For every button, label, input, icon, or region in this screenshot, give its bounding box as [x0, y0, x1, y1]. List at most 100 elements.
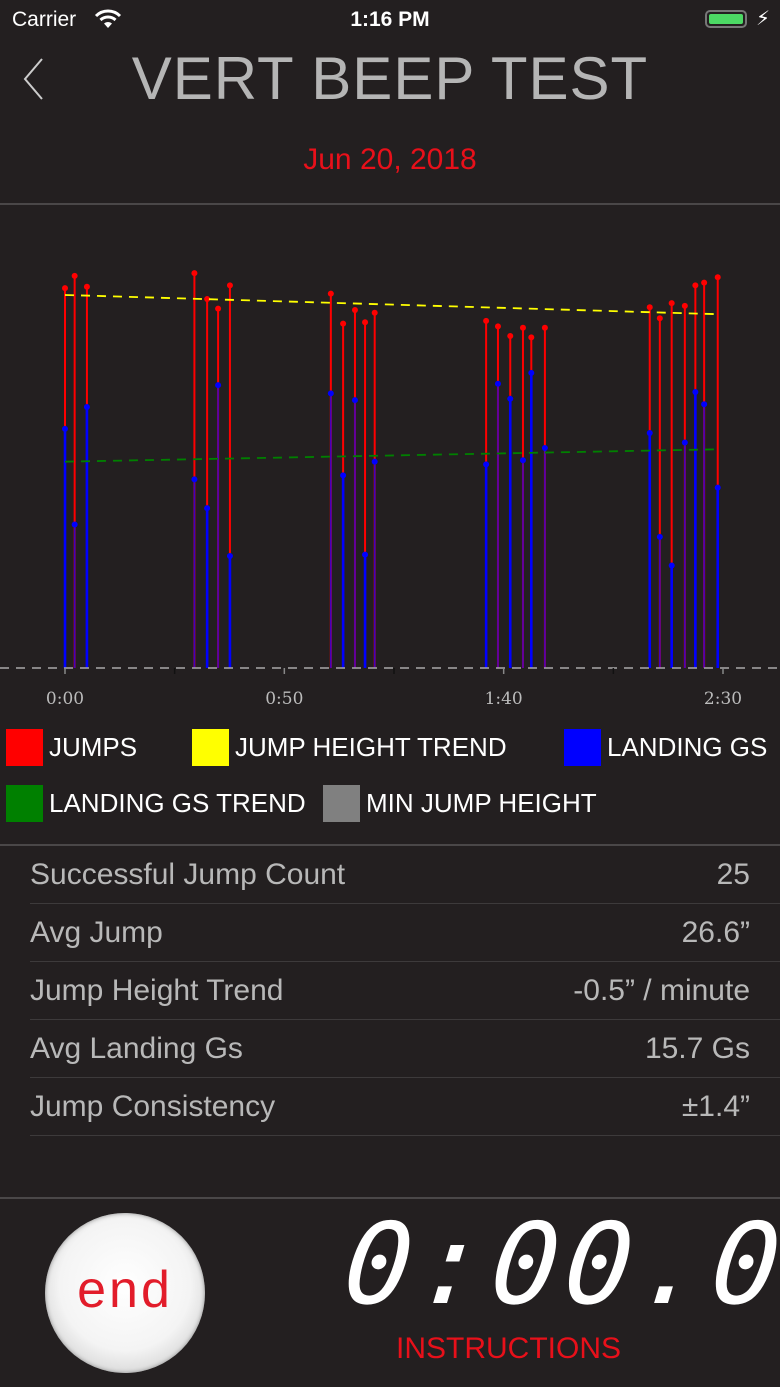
landing-gs-point: [191, 476, 198, 483]
stat-row-avg-landing-gs: Avg Landing Gs 15.7 Gs: [30, 1020, 780, 1078]
landing-gs-point: [692, 388, 699, 395]
end-button[interactable]: end: [45, 1213, 205, 1373]
divider: [0, 203, 780, 205]
stat-label: Successful Jump Count: [30, 858, 346, 891]
x-tick-label: 2:30: [704, 689, 742, 709]
chevron-left-icon[interactable]: [22, 56, 52, 102]
session-date: Jun 20, 2018: [303, 143, 477, 176]
stat-value: 26.6”: [681, 916, 750, 949]
legend-swatch-red: [6, 728, 43, 766]
landing-gs-point: [656, 533, 663, 540]
status-time: 1:16 PM: [350, 8, 430, 31]
stat-row-jump-consistency: Jump Consistency ±1.4”: [30, 1078, 780, 1136]
landing-gs-point: [226, 552, 233, 559]
landing-gs-point: [507, 395, 514, 402]
landing-gs-point: [62, 425, 68, 432]
legend-label: LANDING GS TREND: [49, 787, 306, 818]
instructions-link[interactable]: INSTRUCTIONS: [396, 1332, 621, 1365]
jump-point: [204, 296, 211, 303]
jump-point: [83, 283, 90, 290]
divider: [0, 1197, 780, 1199]
jump-point: [519, 324, 526, 331]
jump-point: [226, 282, 233, 289]
jump-height-trend-line: [64, 294, 715, 315]
jump-point: [351, 306, 358, 313]
landing-gs-point: [714, 484, 721, 491]
stat-row-jump-height-trend: Jump Height Trend -0.5” / minute: [30, 962, 780, 1020]
carrier-label: Carrier: [12, 8, 77, 31]
landing-gs-point: [668, 562, 675, 569]
jump-point: [714, 274, 721, 281]
jump-point: [681, 302, 688, 309]
x-tick-label: 0:50: [265, 689, 303, 709]
legend-swatch-green: [6, 784, 43, 822]
jump-point: [668, 300, 675, 307]
stat-value: 25: [716, 858, 750, 891]
jump-point: [62, 285, 68, 292]
landing-gs-point: [362, 551, 369, 558]
stat-row-jump-count: Successful Jump Count 25: [30, 846, 780, 904]
x-tick-label: 0:00: [46, 689, 84, 709]
jump-point: [692, 282, 699, 289]
jump-point: [507, 332, 514, 339]
landing-gs-point: [204, 505, 211, 512]
status-bar: Carrier 1:16 PM ⚡︎: [0, 0, 780, 40]
legend-label: LANDING GS: [607, 731, 768, 762]
legend-jump-height-trend: JUMP HEIGHT TREND: [192, 728, 507, 766]
timer-display: 0:00.0: [338, 1200, 780, 1330]
stat-label: Jump Consistency: [30, 1090, 276, 1123]
jump-point: [327, 290, 334, 297]
landing-gs-point: [646, 429, 653, 436]
jump-point: [483, 317, 490, 324]
jump-chart: 0:00 0:50 1:40 2:30: [0, 270, 780, 709]
legend-landing-gs: LANDING GS: [564, 728, 767, 766]
legend-label: JUMPS: [49, 731, 138, 762]
jump-point: [371, 309, 378, 316]
jump-point: [191, 270, 198, 277]
divider: [0, 844, 780, 846]
jump-point: [340, 320, 347, 327]
jump-point: [71, 272, 78, 279]
jump-point: [494, 323, 501, 330]
charging-bolt-icon: ⚡︎: [756, 8, 771, 30]
jump-point: [656, 315, 663, 322]
stat-label: Jump Height Trend: [30, 974, 284, 1007]
landing-gs-point: [371, 458, 378, 465]
legend-label: JUMP HEIGHT TREND: [235, 731, 507, 762]
landing-gs-point: [519, 457, 526, 464]
landing-gs-point: [541, 445, 548, 452]
battery-icon: [705, 10, 747, 28]
legend-swatch-blue: [564, 728, 601, 766]
landing-gs-trend-line: [64, 448, 715, 463]
jump-point: [215, 305, 222, 312]
page-title: VERT BEEP TEST: [131, 45, 649, 112]
landing-gs-point: [327, 390, 334, 397]
legend-swatch-gray: [323, 784, 360, 822]
landing-gs-point: [681, 439, 688, 446]
stat-value: 15.7 Gs: [644, 1032, 750, 1065]
landing-gs-point: [71, 521, 78, 528]
legend-landing-gs-trend: LANDING GS TREND: [6, 784, 306, 822]
legend-swatch-yellow: [192, 728, 229, 766]
landing-gs-point: [701, 401, 708, 408]
stat-value: ±1.4”: [681, 1090, 750, 1123]
stat-label: Avg Landing Gs: [30, 1032, 243, 1065]
landing-gs-point: [351, 397, 358, 404]
legend-jumps: JUMPS: [6, 728, 137, 766]
landing-gs-point: [494, 380, 501, 387]
landing-gs-point: [215, 382, 222, 389]
legend-label: MIN JUMP HEIGHT: [366, 787, 597, 818]
end-button-label: end: [77, 1261, 173, 1319]
jump-point: [701, 279, 708, 286]
legend-min-jump-height: MIN JUMP HEIGHT: [323, 784, 597, 822]
stat-row-avg-jump: Avg Jump 26.6”: [30, 904, 780, 962]
landing-gs-point: [340, 472, 347, 479]
wifi-icon: [94, 9, 122, 28]
landing-gs-point: [528, 369, 535, 376]
landing-gs-point: [83, 404, 90, 411]
landing-gs-point: [483, 461, 490, 468]
x-tick-label: 1:40: [485, 689, 523, 709]
jump-point: [541, 324, 548, 331]
stat-label: Avg Jump: [30, 916, 163, 949]
jump-point: [528, 334, 535, 341]
